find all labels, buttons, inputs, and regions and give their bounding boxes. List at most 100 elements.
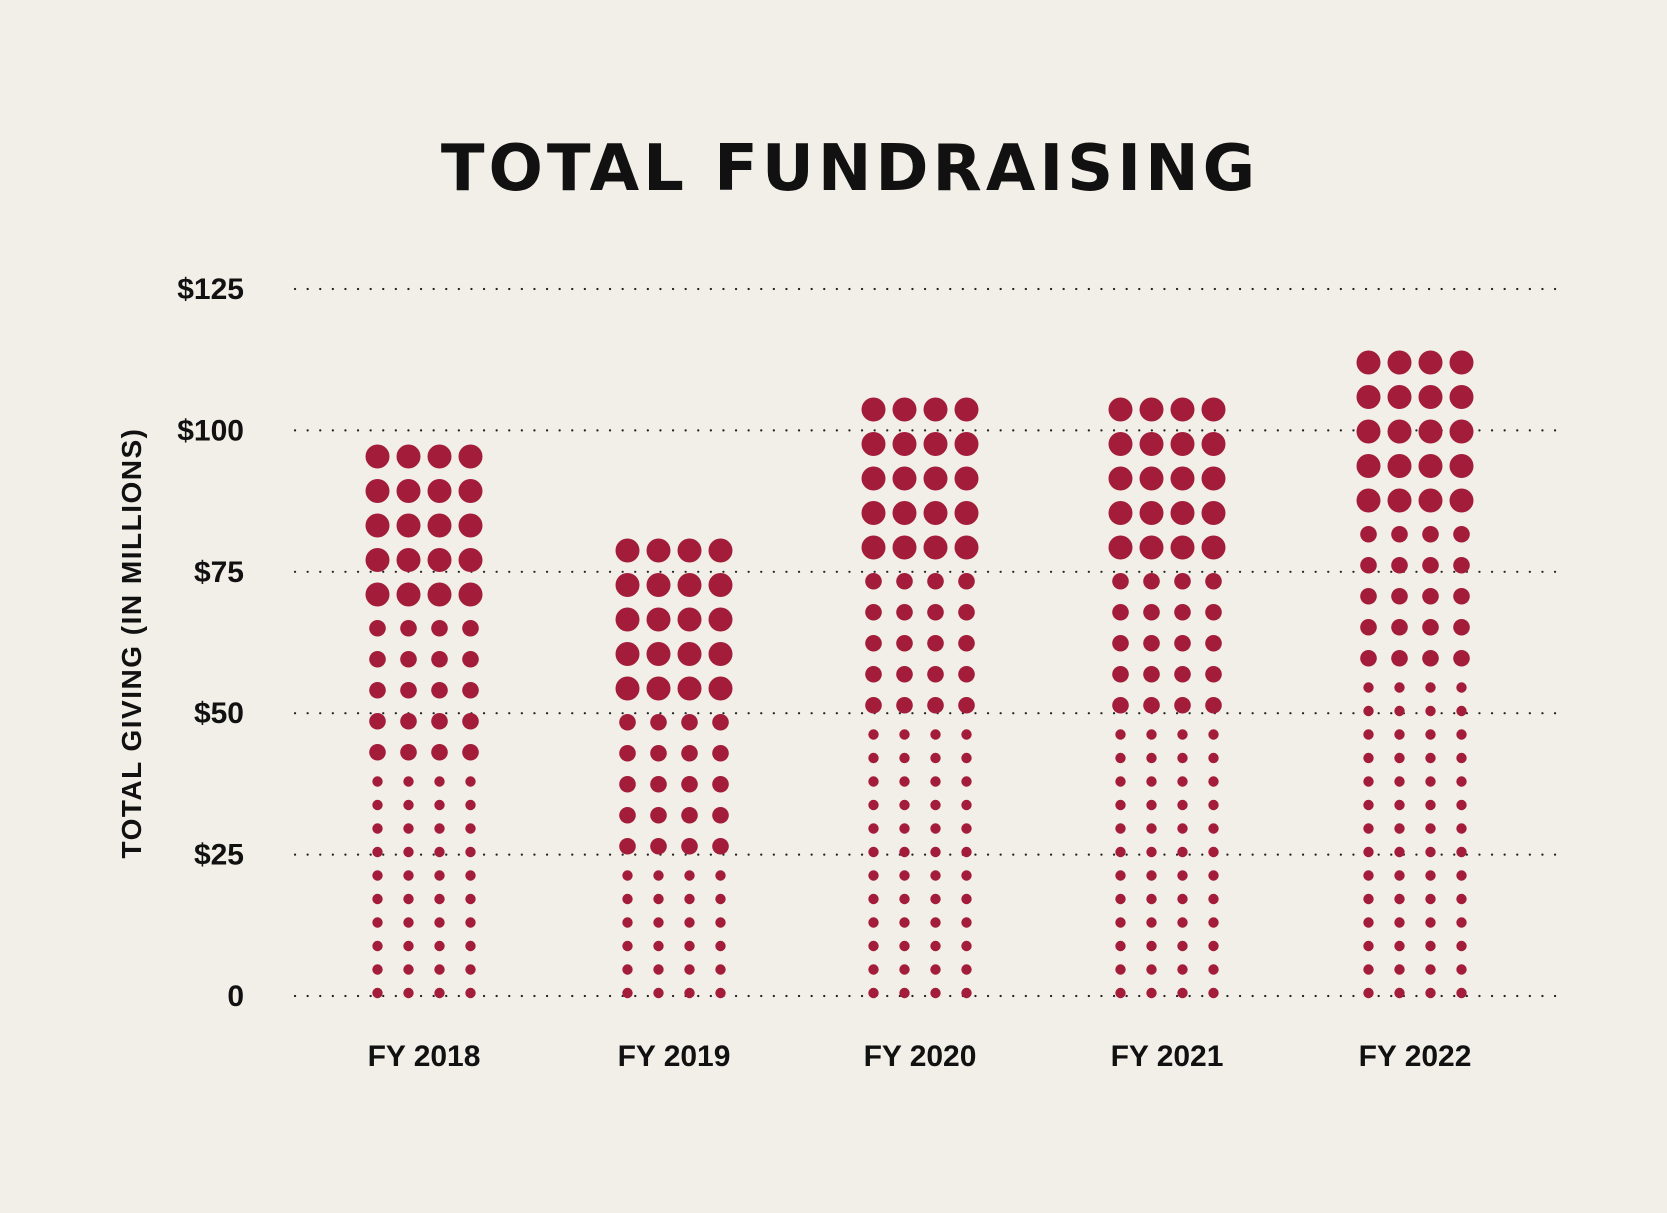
bar-dot [892, 432, 917, 456]
bar-dot [1143, 665, 1160, 683]
bar-dot [899, 823, 910, 834]
bar-dot [431, 650, 448, 668]
bar-dot [1174, 634, 1191, 652]
bar-dot [1456, 799, 1467, 811]
bar-dot [372, 987, 383, 999]
bar-dot [927, 603, 944, 621]
bar-dot [646, 607, 671, 632]
bar-dot [1115, 729, 1126, 740]
bar-dot [1208, 917, 1219, 928]
bar-dot [400, 743, 417, 761]
bar-dot [1112, 696, 1129, 714]
y-tick-label: $125 [177, 273, 244, 306]
bar-dot [400, 712, 417, 730]
bar-dot [1356, 454, 1381, 478]
bar-dot [1115, 752, 1126, 764]
bar-dot [1394, 987, 1405, 999]
bar-dot [434, 987, 445, 999]
bar-dot [958, 634, 975, 652]
bar-dot [1177, 799, 1188, 811]
bar-dot [958, 572, 975, 590]
bar-dot [868, 752, 879, 764]
bar-dot [369, 681, 386, 699]
bar-dot [1425, 776, 1436, 787]
bar-dot [403, 940, 414, 952]
bar-dot [899, 893, 910, 905]
bar-dot [865, 696, 882, 714]
bar-dot [1387, 385, 1412, 409]
bar-dot [1146, 776, 1157, 787]
bar-dot [681, 806, 698, 824]
bar-dot [372, 917, 383, 928]
bar-dot [403, 964, 414, 975]
bar-dot [1108, 397, 1133, 422]
bar-dot [1363, 682, 1374, 693]
bar-dot [1115, 917, 1126, 928]
bar-dot [369, 712, 386, 730]
bar-dot [923, 397, 948, 422]
bar-dot [650, 806, 667, 824]
bar-dot [465, 917, 476, 928]
bar-dot [899, 870, 910, 881]
bar-dot [961, 940, 972, 952]
bar-dot [427, 548, 452, 572]
bar-dot [681, 744, 698, 762]
bar-dot [896, 665, 913, 683]
bar-dot [615, 642, 640, 666]
bar-dot [1115, 776, 1126, 787]
bar-dot [1422, 587, 1439, 605]
bar-dot [961, 964, 972, 975]
bar-dot [1356, 385, 1381, 409]
bar-dot [1201, 397, 1226, 422]
bar-dot [465, 799, 476, 811]
bar-dot [923, 432, 948, 456]
bar-dot [622, 964, 633, 975]
bar-dot [1115, 940, 1126, 952]
bar-dot [1356, 419, 1381, 444]
bar-dot [1170, 397, 1195, 422]
bar-dot [427, 444, 452, 469]
y-tick-label: $75 [194, 556, 244, 589]
bar-dot [1139, 466, 1164, 491]
bar-dot [458, 548, 483, 572]
x-category-label: FY 2020 [864, 1040, 977, 1073]
bar-dot [1422, 525, 1439, 543]
bar-dot [372, 940, 383, 952]
bar-dot [961, 729, 972, 740]
bar-dot [1425, 729, 1436, 740]
bar-dot [1363, 705, 1374, 717]
bar-dot [677, 538, 702, 563]
bar-dot [372, 964, 383, 975]
bar-dot [619, 713, 636, 731]
bar-dot [1146, 964, 1157, 975]
bar-dot [365, 513, 390, 538]
bar-dot [1208, 870, 1219, 881]
bar-dot [961, 752, 972, 764]
bar-dot [1201, 535, 1226, 560]
bar-dot [462, 619, 479, 637]
bar-dot [684, 917, 695, 928]
bar-dot [646, 642, 671, 666]
bar-fy-2021 [1108, 397, 1226, 999]
bar-dot [1394, 964, 1405, 975]
bar-dot [1177, 846, 1188, 858]
chart-title: TOTAL FUNDRAISING [441, 132, 1259, 206]
bar-dot [1177, 893, 1188, 905]
bar-dot [1112, 572, 1129, 590]
bar-dot [1453, 556, 1470, 574]
bar-dot [868, 987, 879, 999]
bar-dot [427, 513, 452, 538]
bar-dot [958, 665, 975, 683]
bar-dot [1208, 799, 1219, 811]
bar-dot [1394, 705, 1405, 717]
bar-dot [458, 513, 483, 538]
bar-dot [1170, 466, 1195, 491]
bar-dot [396, 479, 421, 503]
bar-dot [1170, 535, 1195, 560]
bar-fy-2022 [1356, 350, 1474, 999]
bar-dot [1456, 893, 1467, 905]
bar-dot [712, 713, 729, 731]
bar-dot [684, 940, 695, 952]
bar-dot [868, 893, 879, 905]
bar-fy-2020 [861, 397, 979, 999]
